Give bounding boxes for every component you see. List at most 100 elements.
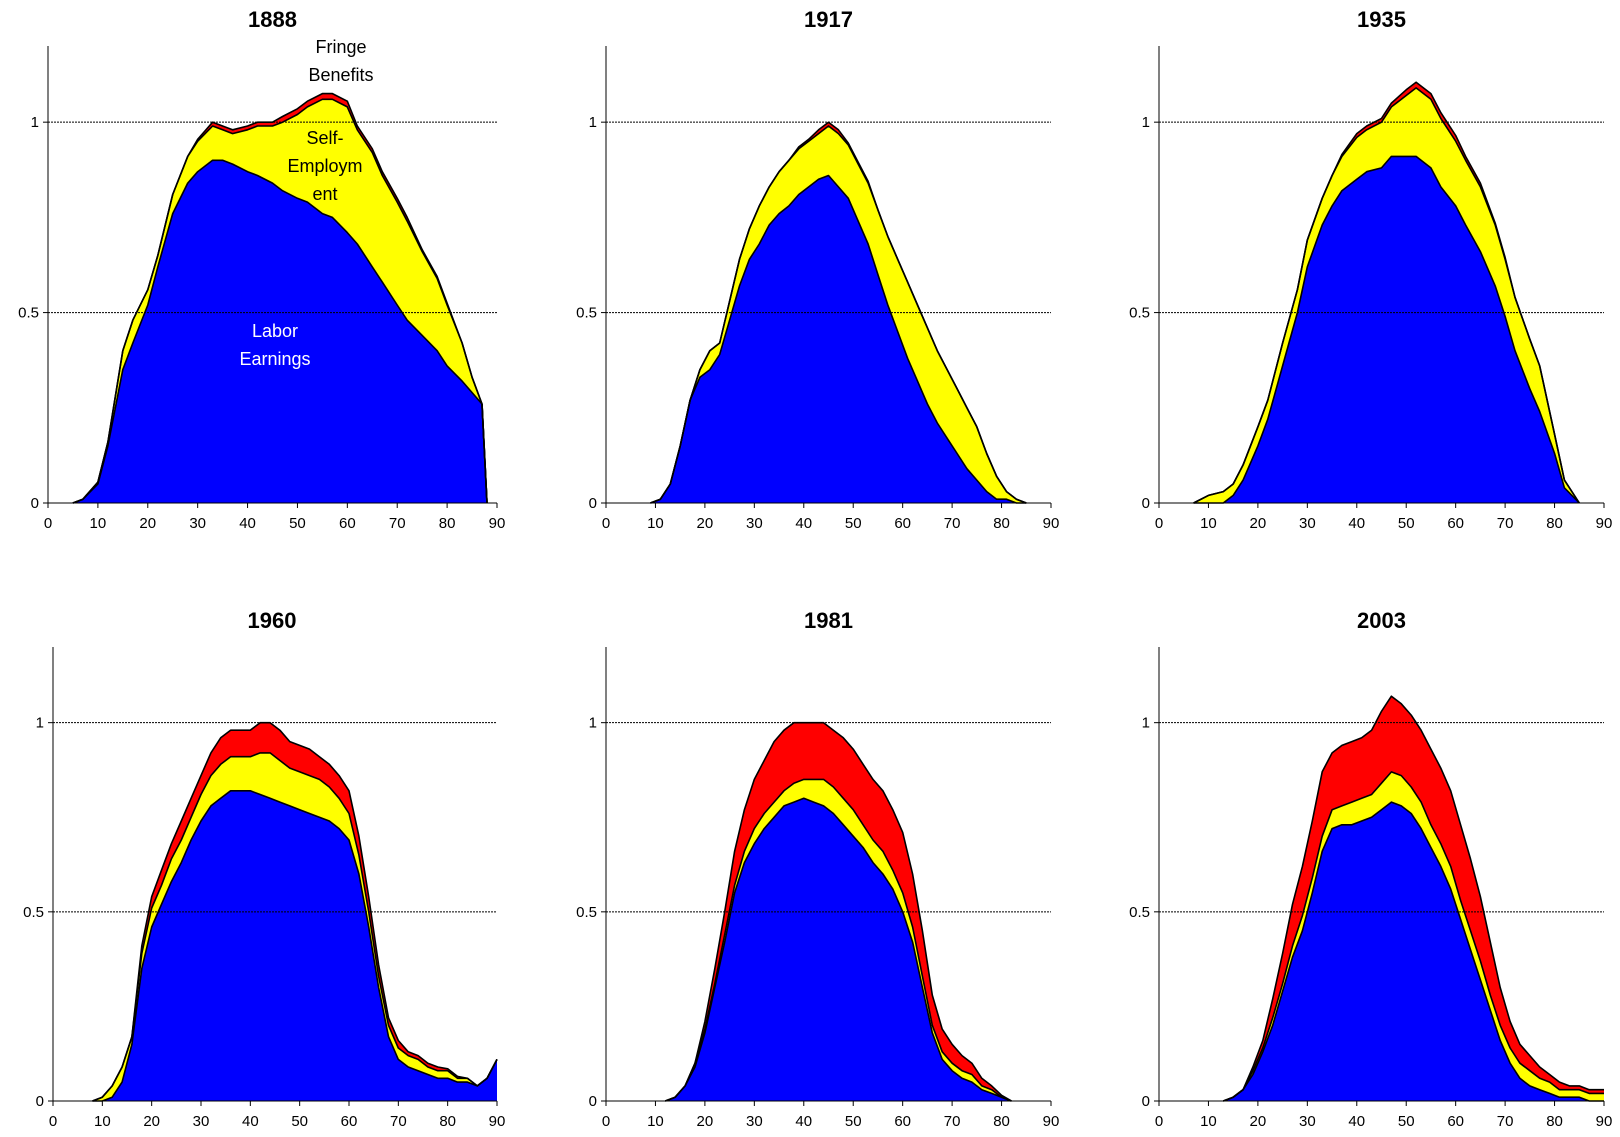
series-outline-1 xyxy=(72,159,488,504)
x-tick-label: 50 xyxy=(845,515,862,532)
x-tick-label: 80 xyxy=(993,1113,1010,1130)
y-tick-label: 1 xyxy=(589,114,597,131)
x-tick-label: 40 xyxy=(1348,1113,1365,1130)
annotation-self-employment: Self- xyxy=(306,128,343,148)
y-tick-label: 0.5 xyxy=(1129,305,1150,322)
y-tick-label: 0.5 xyxy=(23,904,44,921)
y-tick-label: 0 xyxy=(36,1093,44,1110)
panel-2003: 2003 0 10 20 30 40 50 60 70 80 90 0 0.5 1 xyxy=(1129,608,1612,1130)
x-tick-label: 80 xyxy=(1546,515,1563,532)
x-tick-label: 30 xyxy=(189,515,206,532)
panel-1917: 1917 0 10 20 30 40 50 60 70 80 90 0 0.5 1 xyxy=(576,7,1059,532)
x-tick-label: 80 xyxy=(1546,1113,1563,1130)
x-tick-label: 70 xyxy=(1497,1113,1514,1130)
panel-1888: 1888 0 10 20 30 40 50 60 70 80 90 0 0.5 1 Fringe Benefi… xyxy=(18,7,505,532)
area-labor-earnings xyxy=(1193,156,1580,503)
x-tick-label: 10 xyxy=(94,1113,111,1130)
x-tick-label: 60 xyxy=(894,515,911,532)
x-tick-label: 70 xyxy=(944,515,961,532)
panel-title: 2003 xyxy=(1357,608,1406,633)
panel-1935: 1935 0 10 20 30 40 50 60 70 80 90 0 0.5 1 xyxy=(1129,7,1612,532)
panel-1981: 1981 0 10 20 30 40 50 60 70 80 90 0 0.5 1 xyxy=(576,608,1059,1130)
x-tick-label: 80 xyxy=(993,515,1010,532)
annotation-self-employment: ent xyxy=(312,184,337,204)
y-tick-label: 0.5 xyxy=(576,305,597,322)
x-tick-label: 80 xyxy=(439,515,456,532)
x-tick-label: 30 xyxy=(1299,1113,1316,1130)
series-outline-2 xyxy=(1223,771,1604,1102)
x-tick-label: 50 xyxy=(845,1113,862,1130)
x-tick-label: 10 xyxy=(1200,1113,1217,1130)
x-tick-label: 40 xyxy=(795,515,812,532)
y-tick-label: 1 xyxy=(36,715,44,732)
x-tick-label: 60 xyxy=(341,1113,358,1130)
y-tick-label: 0 xyxy=(1142,495,1150,512)
x-tick-label: 60 xyxy=(894,1113,911,1130)
series-outline-1 xyxy=(650,174,1027,504)
x-tick-label: 60 xyxy=(1447,1113,1464,1130)
x-tick-label: 50 xyxy=(1398,1113,1415,1130)
series-outline-3 xyxy=(650,121,1027,504)
annotation-self-employment: Employm xyxy=(287,156,362,176)
x-tick-label: 50 xyxy=(291,1113,308,1130)
annotation-fringe-benefits: Fringe xyxy=(315,37,366,57)
x-tick-label: 90 xyxy=(489,515,506,532)
x-tick-label: 90 xyxy=(1043,515,1060,532)
panel-title: 1888 xyxy=(248,7,297,32)
panel-title: 1935 xyxy=(1357,7,1406,32)
x-tick-label: 90 xyxy=(1596,1113,1613,1130)
area-labor-earnings xyxy=(1223,802,1604,1101)
x-tick-label: 30 xyxy=(746,515,763,532)
series-outline-3 xyxy=(72,92,488,504)
panel-title: 1960 xyxy=(248,608,297,633)
x-tick-label: 90 xyxy=(1596,515,1613,532)
x-tick-label: 60 xyxy=(1447,515,1464,532)
y-tick-label: 1 xyxy=(1142,114,1150,131)
y-tick-label: 0.5 xyxy=(1129,904,1150,921)
y-tick-label: 0 xyxy=(31,495,39,512)
x-tick-label: 70 xyxy=(390,1113,407,1130)
panel-1960: 1960 0 10 20 30 40 50 60 70 80 90 0 0.5 1 xyxy=(23,608,505,1130)
x-tick-label: 20 xyxy=(1250,1113,1267,1130)
y-tick-label: 0 xyxy=(589,1093,597,1110)
series-outline-1 xyxy=(1223,801,1604,1102)
x-tick-label: 10 xyxy=(647,515,664,532)
series-outline-3 xyxy=(92,721,498,1102)
x-tick-label: 60 xyxy=(339,515,356,532)
y-tick-label: 0.5 xyxy=(18,305,39,322)
x-tick-label: 40 xyxy=(795,1113,812,1130)
x-tick-label: 80 xyxy=(439,1113,456,1130)
x-tick-label: 30 xyxy=(746,1113,763,1130)
x-tick-label: 20 xyxy=(139,515,156,532)
annotation-labor-earnings: Labor xyxy=(252,321,298,341)
panel-title: 1917 xyxy=(804,7,853,32)
x-tick-label: 10 xyxy=(1200,515,1217,532)
area-labor-earnings xyxy=(92,790,497,1101)
x-tick-label: 0 xyxy=(44,515,52,532)
x-tick-label: 70 xyxy=(944,1113,961,1130)
x-tick-label: 20 xyxy=(697,1113,714,1130)
annotation-labor-earnings: Earnings xyxy=(239,349,310,369)
x-tick-label: 20 xyxy=(697,515,714,532)
x-tick-label: 40 xyxy=(239,515,256,532)
annotation-fringe-benefits: Benefits xyxy=(308,65,373,85)
series-outline-2 xyxy=(92,752,498,1102)
series-outline-3 xyxy=(1193,81,1580,504)
area-labor-earnings xyxy=(72,160,488,504)
y-tick-label: 1 xyxy=(31,114,39,131)
y-tick-label: 1 xyxy=(589,715,597,732)
y-tick-label: 0 xyxy=(589,495,597,512)
series-outline-2 xyxy=(665,778,1012,1102)
x-tick-label: 40 xyxy=(1348,515,1365,532)
series-edge xyxy=(481,403,488,504)
y-tick-label: 0.5 xyxy=(576,904,597,921)
series-outline-1 xyxy=(1193,155,1580,504)
x-tick-label: 30 xyxy=(193,1113,210,1130)
x-tick-label: 50 xyxy=(1398,515,1415,532)
panel-title: 1981 xyxy=(804,608,853,633)
x-tick-label: 10 xyxy=(647,1113,664,1130)
x-tick-label: 70 xyxy=(1497,515,1514,532)
series-outline-1 xyxy=(665,797,1012,1102)
